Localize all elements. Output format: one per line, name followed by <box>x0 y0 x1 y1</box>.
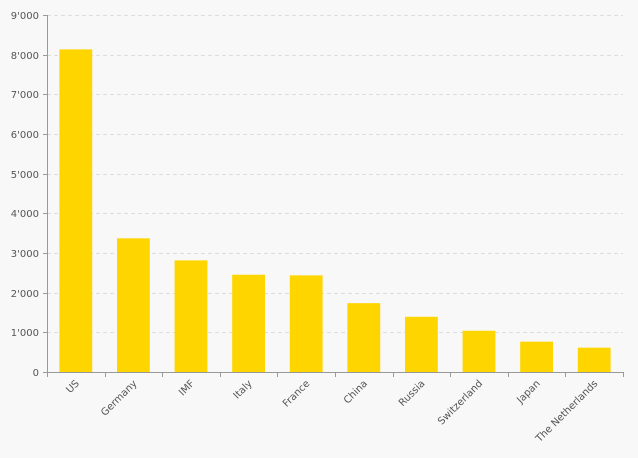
bar-the-netherlands[interactable] <box>577 347 611 372</box>
bars <box>59 49 611 373</box>
axes <box>43 15 624 377</box>
bar-us[interactable] <box>59 49 93 373</box>
x-category-label: IMF <box>177 378 197 398</box>
x-category-label: Switzerland <box>436 378 485 427</box>
grid-lines <box>47 15 623 333</box>
bar-china[interactable] <box>347 303 381 372</box>
bar-switzerland[interactable] <box>462 330 496 372</box>
bar-germany[interactable] <box>116 238 150 372</box>
y-tick-label: 1'000 <box>11 328 39 339</box>
x-category-label: The Netherlands <box>533 378 600 445</box>
y-tick-label: 3'000 <box>11 249 39 260</box>
bar-imf[interactable] <box>174 260 208 372</box>
x-category-label: Germany <box>99 378 139 418</box>
y-tick-label: 4'000 <box>11 209 39 220</box>
y-tick-label: 6'000 <box>11 130 39 141</box>
y-tick-label: 2'000 <box>11 289 39 300</box>
x-category-labels: US Germany IMF Italy France China Russia Switze… <box>64 378 600 445</box>
x-category-label: US <box>64 378 81 395</box>
x-category-label: Italy <box>232 378 255 401</box>
y-tick-label: 7'000 <box>11 90 39 101</box>
y-tick-label: 9'000 <box>11 11 39 22</box>
x-category-label: China <box>342 378 370 406</box>
y-tick-labels: 0 1'000 2'000 3'000 4'000 5'000 6'000 7'000 8'00… <box>11 11 39 379</box>
y-tick-label: 5'000 <box>11 170 39 181</box>
bar-russia[interactable] <box>404 316 438 372</box>
x-category-label: France <box>281 378 312 409</box>
x-category-label: Japan <box>515 378 543 406</box>
y-tick-label: 0 <box>33 368 39 379</box>
y-tick-label: 8'000 <box>11 51 39 62</box>
bar-japan[interactable] <box>520 341 554 372</box>
x-category-label: Russia <box>397 378 428 409</box>
bar-france[interactable] <box>289 275 323 372</box>
bar-italy[interactable] <box>232 274 266 372</box>
